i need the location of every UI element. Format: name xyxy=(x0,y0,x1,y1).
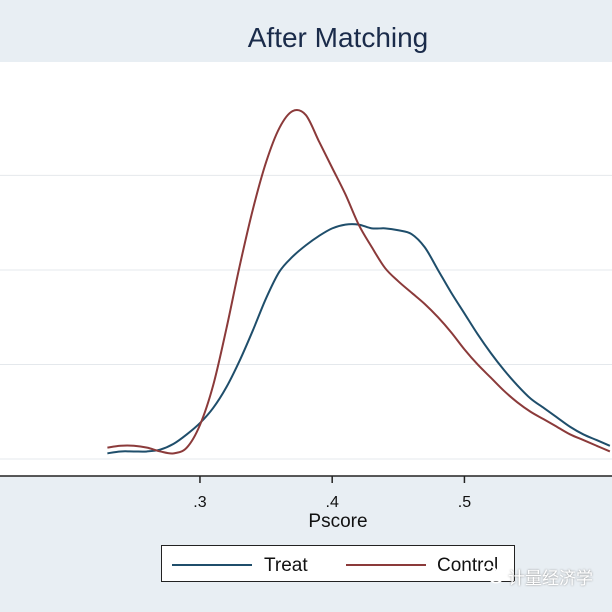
watermark: 计量经济学 xyxy=(480,562,612,590)
legend-label-treat: Treat xyxy=(264,555,308,576)
x-axis-ticks: .3 .4 .5 xyxy=(193,476,471,511)
chart-title: After Matching xyxy=(247,22,429,53)
series-line-control xyxy=(107,109,611,455)
legend: Treat Control xyxy=(161,545,515,582)
series-lines xyxy=(107,109,611,455)
x-tick-label-0: .3 xyxy=(193,494,206,511)
legend-label-control: Control xyxy=(437,555,499,576)
chat-bubbles-icon xyxy=(480,565,504,584)
plot-background xyxy=(0,62,612,476)
grid-lines xyxy=(0,174,612,460)
legend-swatch-treat xyxy=(172,564,252,566)
x-tick-label-1: .4 xyxy=(326,494,339,511)
legend-swatch-control xyxy=(346,564,426,566)
x-axis-label: Pscore xyxy=(308,511,368,532)
x-tick-label-2: .5 xyxy=(458,494,471,511)
watermark-text: 计量经济学 xyxy=(508,569,593,588)
